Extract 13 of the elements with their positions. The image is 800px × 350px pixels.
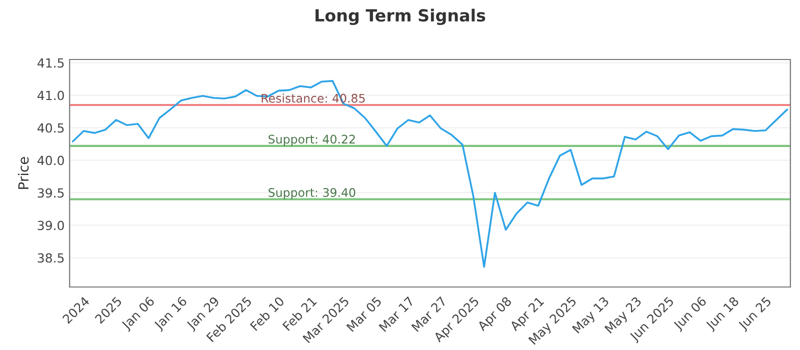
y-tick-label: 41.5 <box>38 58 64 68</box>
y-axis-title: Price <box>18 157 29 189</box>
x-tick-label: Jun 25 <box>737 296 774 332</box>
y-tick-label: 41.0 <box>38 90 64 100</box>
y-tick-label: 39.0 <box>38 220 64 230</box>
y-tick-label: 38.5 <box>38 253 64 263</box>
y-tick-label: 40.0 <box>38 156 64 166</box>
ref-line-label: Support: 39.40 <box>268 188 356 200</box>
y-tick-label: 39.5 <box>38 188 64 198</box>
chart-title: Long Term Signals <box>316 8 486 26</box>
line-series <box>72 80 788 268</box>
y-tick-label: 40.5 <box>38 123 64 133</box>
ref-line-label: Support: 40.22 <box>268 134 355 146</box>
